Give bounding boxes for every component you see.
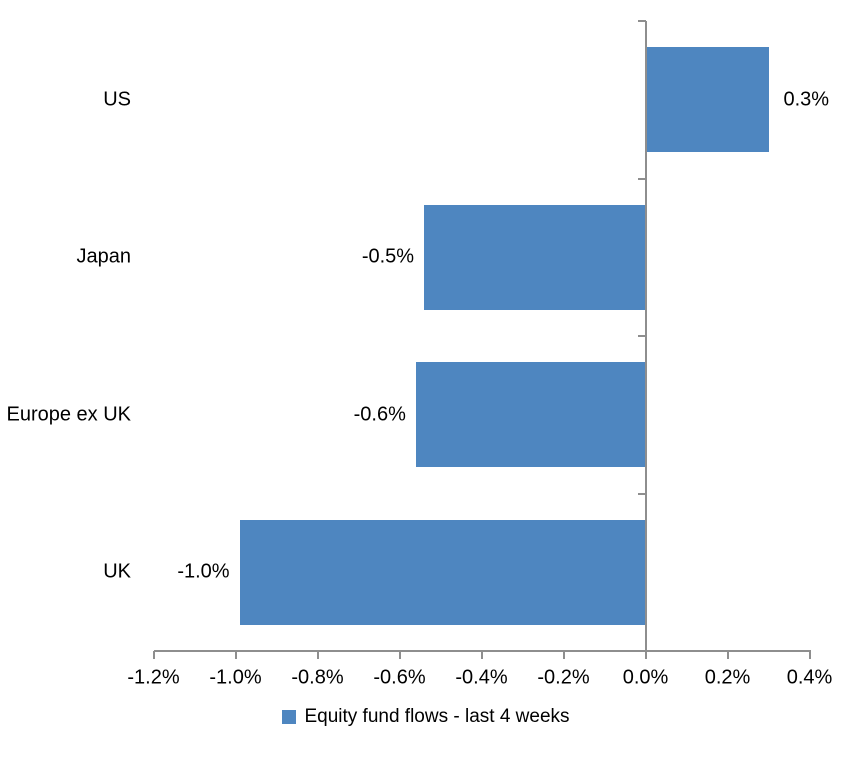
x-tick-label: -0.6% <box>373 666 426 689</box>
y-tick <box>637 20 646 22</box>
x-tick <box>398 651 401 659</box>
y-tick <box>637 492 646 495</box>
x-tick-label: -1.2% <box>127 666 180 689</box>
x-tick <box>562 651 565 659</box>
x-tick-label: 0.4% <box>786 666 833 689</box>
legend: Equity fund flows - last 4 weeks <box>0 703 852 731</box>
legend-swatch-icon <box>282 710 297 724</box>
legend-label: Equity fund flows - last 4 weeks <box>304 705 570 727</box>
zero-axis-line <box>644 21 647 659</box>
x-tick <box>152 651 155 659</box>
category-label-uk: UK <box>103 560 131 583</box>
bar-uk <box>239 519 646 625</box>
x-tick <box>808 651 811 659</box>
x-tick-label: 0.0% <box>622 666 669 689</box>
bar-japan <box>424 204 646 310</box>
y-tick <box>637 177 646 180</box>
bar-europe-ex-uk <box>415 362 646 468</box>
x-tick <box>234 651 237 659</box>
category-label-us: US <box>103 88 131 111</box>
x-tick-label: -1.0% <box>209 666 262 689</box>
category-label-japan: Japan <box>76 245 132 268</box>
x-tick <box>316 651 319 659</box>
x-tick <box>726 651 729 659</box>
bar-us <box>645 47 769 153</box>
x-tick <box>480 651 483 659</box>
x-tick-label: 0.2% <box>704 666 751 689</box>
x-tick <box>644 651 647 659</box>
y-tick <box>637 335 646 337</box>
data-label-uk: -1.0% <box>177 560 230 583</box>
x-tick-label: -0.8% <box>291 666 344 689</box>
data-label-japan: -0.5% <box>361 245 415 268</box>
data-label-europe-ex-uk: -0.6% <box>353 403 406 426</box>
y-tick <box>637 650 646 652</box>
category-label-europe-ex-uk: Europe ex UK <box>6 403 131 426</box>
x-tick-label: -0.4% <box>455 666 508 689</box>
data-label-us: 0.3% <box>783 88 830 111</box>
x-tick-label: -0.2% <box>537 666 590 689</box>
